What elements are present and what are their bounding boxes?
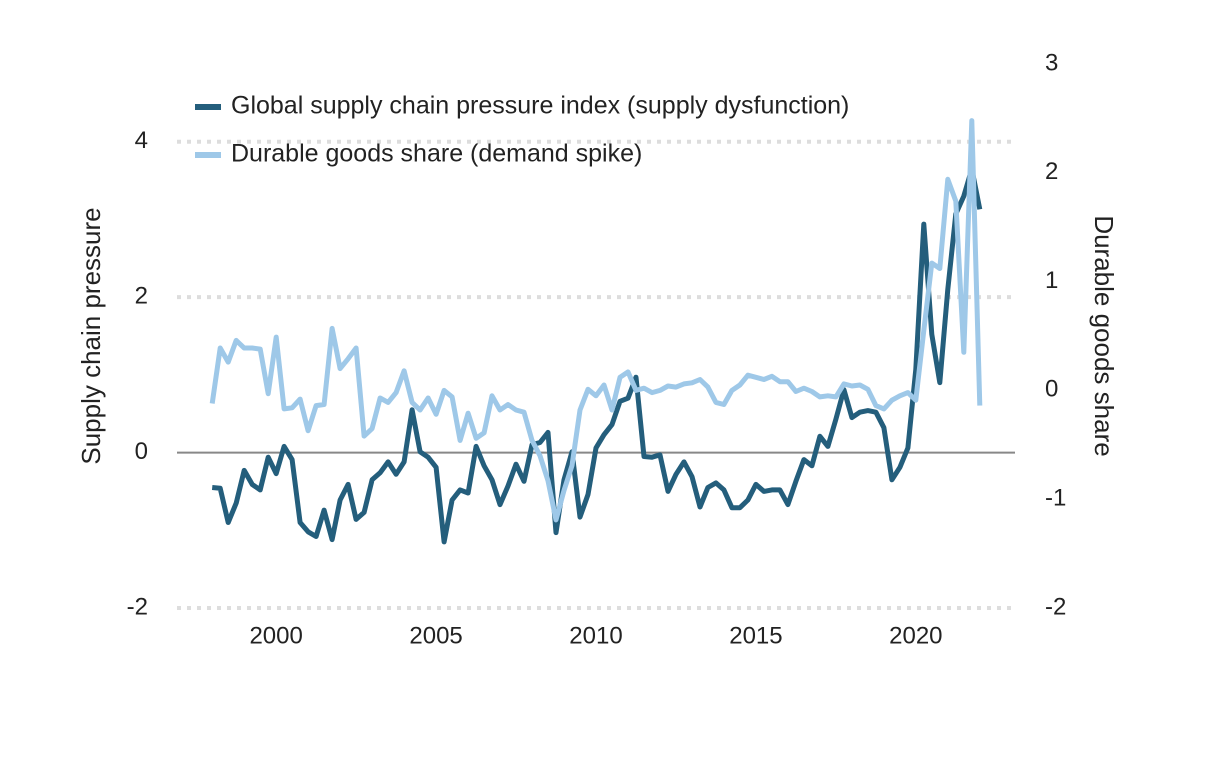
y2-tick-label: -2 [1045, 593, 1066, 620]
y-tick-label: 0 [135, 438, 148, 465]
series-line [211, 166, 983, 545]
series-line [209, 118, 983, 523]
y2-axis-label: Durable goods share [1089, 215, 1119, 456]
x-tick-label: 2015 [729, 622, 782, 649]
y2-tick-label: 0 [1045, 376, 1058, 403]
y-tick-label: 2 [135, 282, 148, 309]
x-tick-label: 2020 [889, 622, 942, 649]
x-tick-label: 2005 [409, 622, 462, 649]
x-tick-label: 2000 [249, 622, 302, 649]
y2-tick-label: 1 [1045, 267, 1058, 294]
legend-label: Durable goods share (demand spike) [231, 140, 642, 168]
y2-tick-label: 3 [1045, 49, 1058, 76]
y2-tick-label: -1 [1045, 485, 1066, 512]
y-axis-label: Supply chain pressure [76, 207, 106, 464]
x-tick-label: 2010 [569, 622, 622, 649]
legend-label: Global supply chain pressure index (supp… [231, 92, 849, 120]
y-tick-label: -2 [127, 593, 148, 620]
y2-tick-label: 2 [1045, 158, 1058, 185]
y-tick-label: 4 [135, 127, 148, 154]
